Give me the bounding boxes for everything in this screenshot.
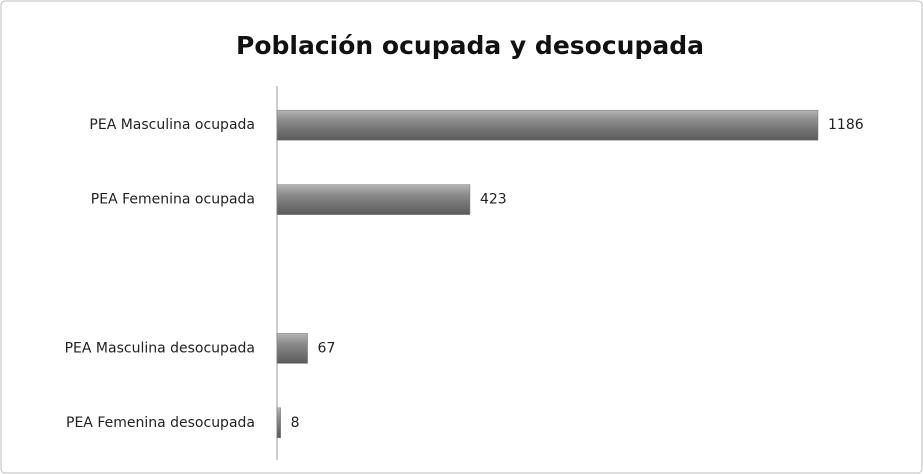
value-label: 8 (291, 415, 300, 431)
value-label: 1186 (828, 117, 864, 133)
bar (276, 184, 471, 215)
y-tick-label: PEA Masculina ocupada (89, 117, 255, 133)
bar (276, 333, 308, 364)
y-tick-label: PEA Femenina desocupada (66, 415, 255, 431)
bar (276, 109, 819, 141)
value-label: 423 (480, 192, 507, 208)
y-tick-label: PEA Femenina ocupada (91, 192, 255, 208)
y-tick-label: PEA Masculina desocupada (65, 340, 255, 356)
bar (276, 407, 281, 439)
chart-title: Población ocupada y desocupada (236, 31, 704, 60)
value-label: 67 (318, 340, 336, 356)
